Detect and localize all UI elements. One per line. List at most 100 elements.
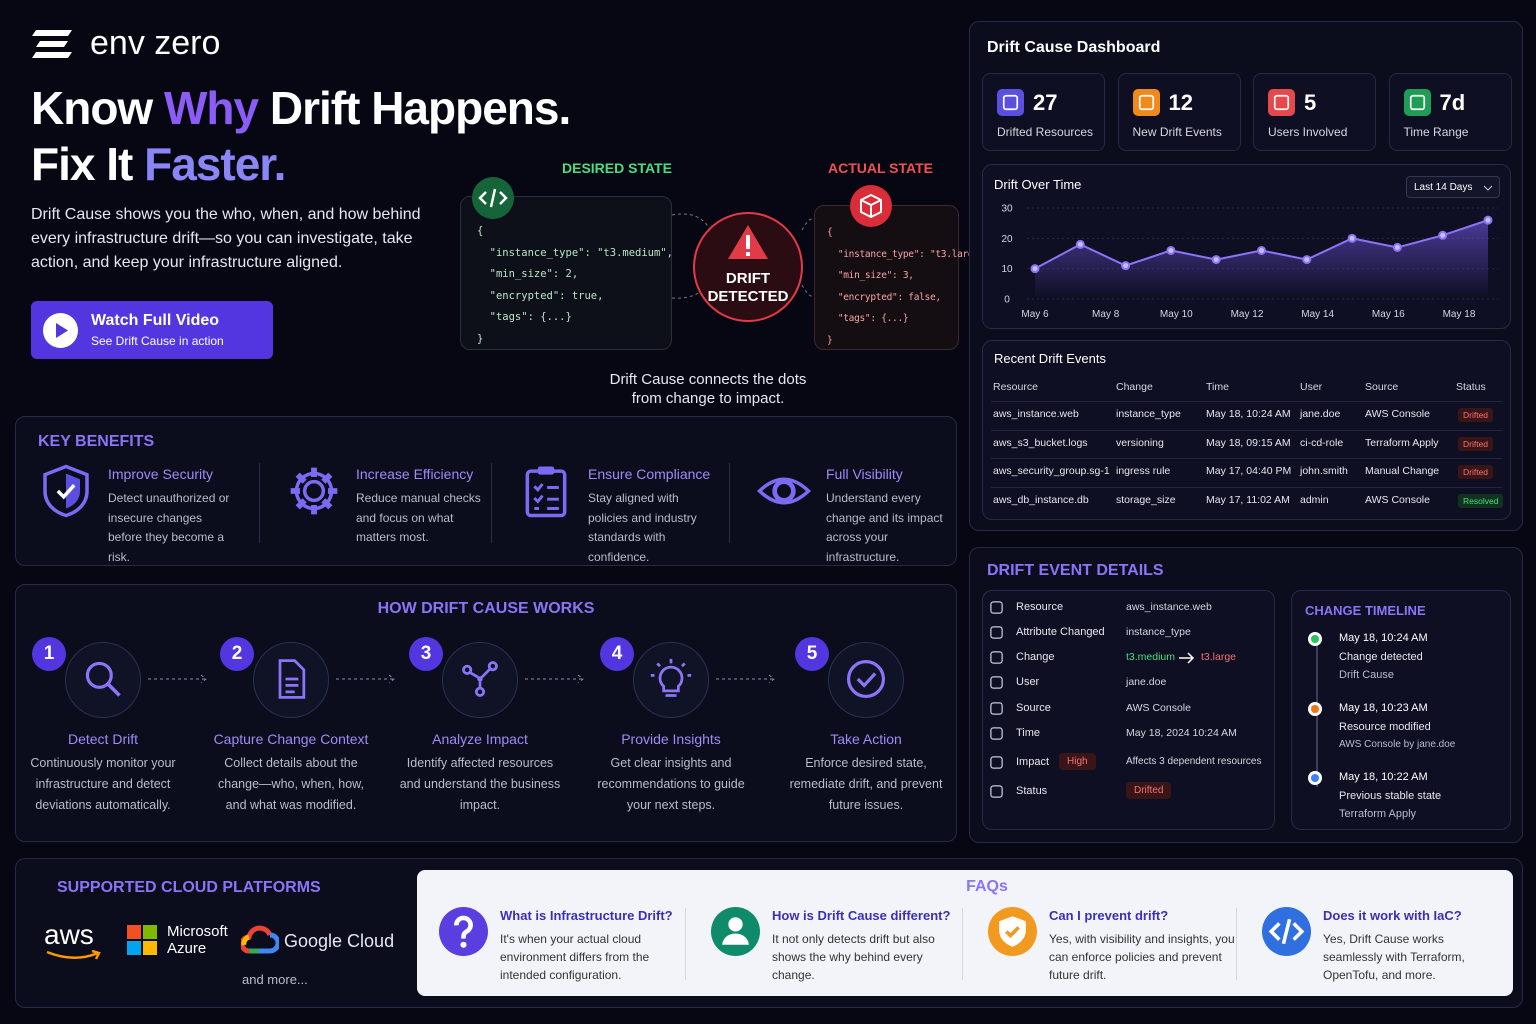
cell: admin <box>1300 493 1329 506</box>
y-tick-label: 30 <box>1001 204 1013 215</box>
timeline-source: Terraform Apply <box>1339 808 1417 820</box>
y-tick-label: 0 <box>1004 295 1010 306</box>
drift-detected: DRIFT DETECTED <box>692 270 804 306</box>
icon-part <box>990 756 1003 769</box>
icon-part <box>56 483 76 500</box>
point <box>1347 233 1357 243</box>
how-panel: HOW DRIFT CAUSE WORKS 1 Detect Drift Contin… <box>15 584 957 842</box>
cell: instance_type <box>1116 408 1181 420</box>
step-number: 1 <box>32 637 66 671</box>
cell: aws_db_instance.db <box>993 493 1089 506</box>
chart-card: Drift Over Time Last 14 Days 0 10 20 30 May … <box>982 164 1511 329</box>
cell: AWS Console <box>1365 493 1430 506</box>
step-number: 3 <box>409 637 443 671</box>
code-line: "min_size": 2, <box>477 268 579 280</box>
step-icon <box>85 661 121 697</box>
detail-value: AWS Console <box>1126 702 1191 714</box>
x-tick-label: May 8 <box>1092 309 1120 320</box>
cell: aws_instance.web <box>993 408 1079 420</box>
icon-part <box>525 469 567 518</box>
icon-part <box>1268 918 1305 945</box>
step-arrow <box>525 674 584 684</box>
icon-part <box>454 915 473 939</box>
y-tick-label: 20 <box>1001 234 1013 245</box>
dashboard-title: Drift Cause Dashboard <box>987 39 1161 56</box>
icon-part <box>462 664 473 675</box>
y-tick-label: 10 <box>1001 264 1013 275</box>
icon-part <box>722 933 749 945</box>
stat-icon <box>1132 89 1160 116</box>
icon-part <box>469 667 492 690</box>
watch-button[interactable]: Watch Full Video See Drift Cause in acti… <box>31 301 273 359</box>
detail-value: aws_instance.web <box>1126 601 1212 613</box>
step-arrow <box>716 674 775 684</box>
cell: AWS Console <box>1365 408 1430 420</box>
arrow <box>1179 652 1195 664</box>
code: { "instance_type": "t3.medium", "min_siz… <box>477 221 673 350</box>
detail-label: Resource <box>1016 601 1064 613</box>
stat-card: 5 Users Involved <box>1253 73 1376 151</box>
section-title: HOW DRIFT CAUSE WORKS <box>377 600 595 617</box>
x-tick-label: May 6 <box>1021 309 1049 320</box>
point <box>1121 261 1131 271</box>
column-header: Source <box>1365 381 1399 393</box>
code-icon <box>472 177 514 219</box>
section-title: SUPPORTED CLOUD PLATFORMS <box>57 879 321 896</box>
benefit-text: Stay aligned with policies and industry … <box>588 491 697 564</box>
step-title: Capture Change Context <box>213 731 369 747</box>
hero-description: Drift Cause shows you the who, when, and… <box>31 206 421 271</box>
faq-answer: Yes, Drift Cause works seamlessly with T… <box>1323 932 1465 982</box>
google-cloud-logo <box>241 925 279 954</box>
icon-part <box>997 89 1024 116</box>
cell: Manual Change <box>1365 465 1440 477</box>
detail-icon <box>990 785 1003 798</box>
aws-logo: aws <box>44 919 94 950</box>
cell: jane.doe <box>1300 408 1341 420</box>
icon-part <box>990 626 1003 639</box>
aws-smile <box>46 949 101 960</box>
cell: storage_size <box>1116 493 1176 506</box>
faq-icon <box>1262 907 1311 956</box>
benefit-icon <box>43 464 89 518</box>
icon-part <box>107 683 121 697</box>
benefit-title: Improve Security <box>108 466 214 482</box>
icon-part <box>278 659 306 699</box>
detail-label: Time <box>1016 727 1041 739</box>
detail-icon <box>990 727 1003 740</box>
timeline-card: CHANGE TIMELINE May 18, 10:24 AM Change d… <box>1291 590 1511 830</box>
stat-icon <box>997 89 1024 116</box>
code-line: "tags": {...} <box>477 311 572 323</box>
details-card: Resource aws_instance.web Attribute Change… <box>982 590 1275 830</box>
range-select[interactable]: Last 14 Days <box>1406 176 1500 198</box>
icon-part <box>1409 94 1425 111</box>
hero-title: Know Why Drift Happens. Fix It Faster. <box>31 80 571 192</box>
play-icon <box>43 313 78 348</box>
benefit-title: Increase Efficiency <box>356 466 474 482</box>
center-line: DRIFT <box>725 270 771 287</box>
divider <box>259 463 260 543</box>
cell: Terraform Apply <box>1365 436 1439 449</box>
faq-answer: Yes, with visibility and insights, you c… <box>1049 932 1235 982</box>
benefit-text: Understand every change and its impact a… <box>826 491 943 564</box>
point <box>1438 230 1448 240</box>
column-header: Status <box>1456 381 1486 393</box>
step-number: 5 <box>795 637 829 671</box>
x-tick-label: May 10 <box>1160 309 1193 320</box>
divider <box>685 908 686 980</box>
step-title: Take Action <box>830 731 902 747</box>
point <box>1302 255 1312 265</box>
arrow <box>716 674 775 684</box>
icon-part <box>756 477 812 505</box>
stat-card: 27 Drifted Resources <box>982 73 1105 151</box>
row-divider <box>991 401 1502 402</box>
timeline-line <box>1316 639 1318 787</box>
center-line: DETECTED <box>707 288 789 305</box>
point <box>1392 242 1402 252</box>
icon-part <box>477 676 483 682</box>
status-badge: Drifted <box>1458 408 1494 422</box>
icon-part <box>650 658 692 697</box>
step-text: Collect details about the change—who, wh… <box>218 756 364 812</box>
icon-part <box>856 672 877 688</box>
step-number: 2 <box>220 637 254 671</box>
